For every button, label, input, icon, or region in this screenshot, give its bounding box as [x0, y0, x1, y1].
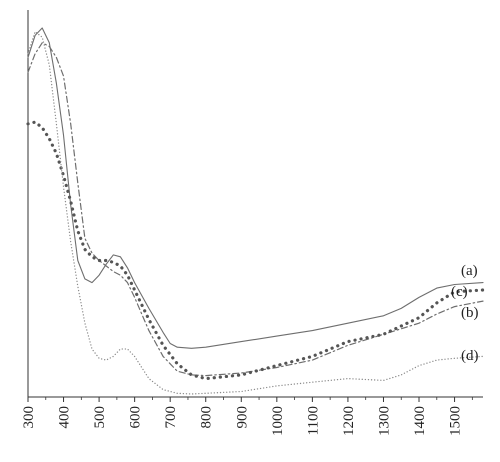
x-tick-label-600: 600 [128, 406, 144, 429]
series-line-b [27, 42, 484, 377]
series-layer [26, 27, 485, 395]
chart-axes: 300 400 500 600 700 800 900 1000 1100 1200 1300 140… [21, 10, 483, 436]
series-label-c: (c) [451, 284, 468, 300]
x-tick-label-900: 900 [234, 406, 250, 429]
x-tick-label-800: 800 [199, 406, 215, 429]
series-label-b: (b) [461, 305, 479, 321]
series-line-c [26, 120, 485, 381]
series-line-d [27, 31, 484, 395]
x-tick-label-1200: 1200 [341, 406, 357, 436]
x-tick-label-1500: 1500 [448, 406, 464, 436]
x-tick-label-500: 500 [92, 406, 108, 429]
series-line-a [27, 27, 484, 349]
x-tick-label-300: 300 [21, 406, 37, 429]
series-labels: (a) (b) (c) (d) [451, 263, 479, 364]
x-tick-label-1400: 1400 [412, 406, 428, 436]
x-tick-label-1300: 1300 [376, 406, 392, 436]
x-tick-label-400: 400 [57, 406, 73, 429]
x-tick-label-1000: 1000 [270, 406, 286, 436]
x-tick-label-700: 700 [163, 406, 179, 429]
series-label-a: (a) [461, 263, 478, 279]
series-label-d: (d) [461, 348, 479, 364]
x-tick-label-1100: 1100 [305, 406, 321, 435]
